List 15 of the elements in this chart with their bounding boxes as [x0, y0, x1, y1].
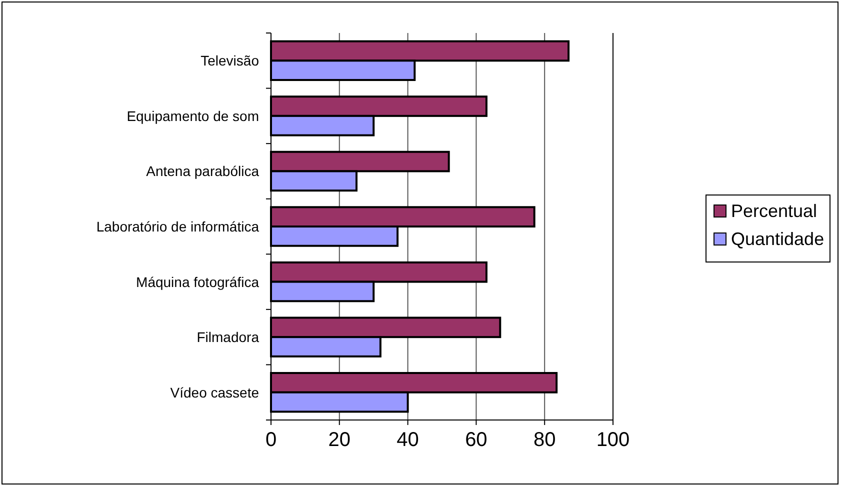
legend-label: Percentual: [731, 201, 818, 221]
x-tick-label: 0: [265, 429, 277, 451]
y-tick-label: Máquina fotográfica: [136, 274, 260, 290]
x-tick-label: 40: [396, 429, 419, 451]
y-tick-label: Antena parabólica: [146, 163, 260, 180]
x-tick-label: 100: [596, 429, 630, 451]
y-tick-label: Televisão: [200, 52, 260, 69]
y-tick-label: Filmadora: [196, 329, 260, 346]
y-tick-label: Laboratório de informática: [96, 218, 260, 234]
legend-label: Quantidade: [731, 229, 824, 249]
x-tick-label: 60: [465, 429, 488, 451]
x-tick-label: 20: [328, 429, 351, 451]
y-tick-label: Equipamento de som: [126, 108, 259, 124]
y-tick-label: Vídeo cassete: [170, 384, 260, 400]
x-tick-label: 80: [533, 429, 556, 451]
